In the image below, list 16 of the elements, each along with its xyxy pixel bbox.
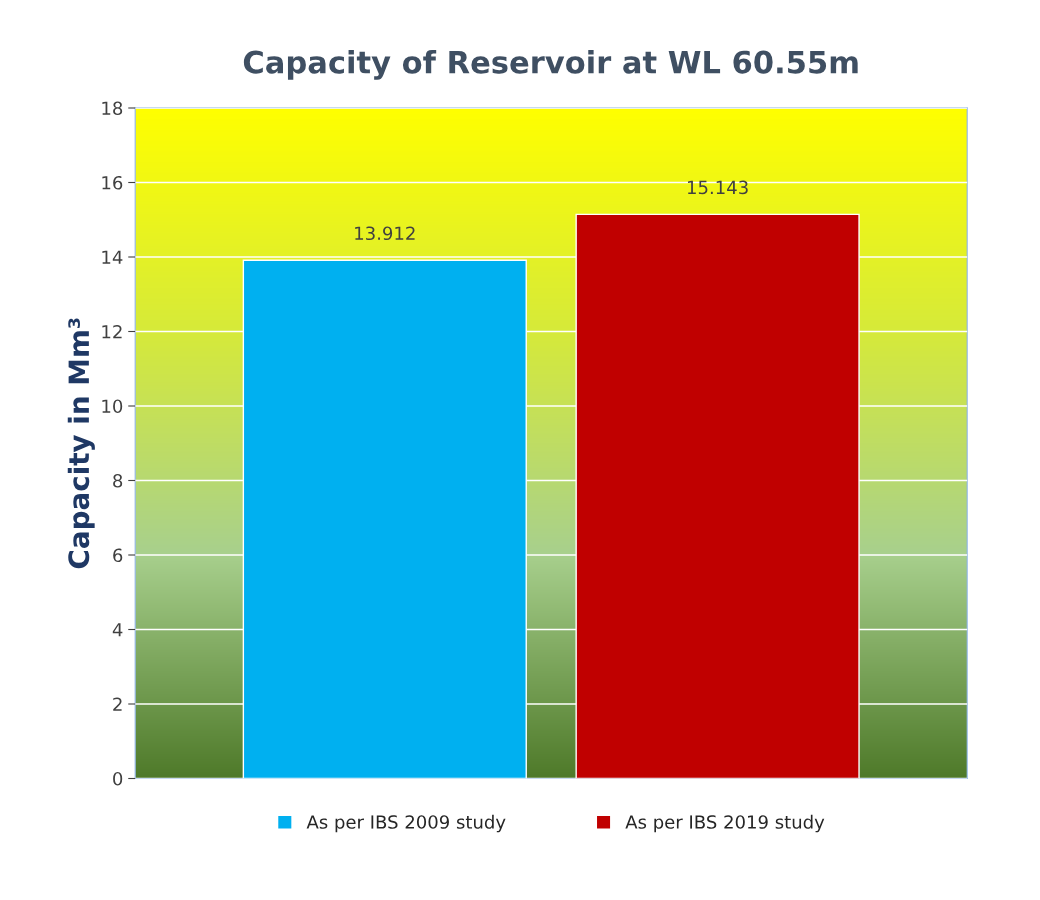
y-axis-title: Capacity in Mm³: [67, 318, 95, 569]
legend-label: As per IBS 2019 study: [625, 814, 825, 833]
chart-title: Capacity of Reservoir at WL 60.55m: [243, 50, 858, 80]
data-label: 15.143: [687, 180, 748, 195]
y-tick-label: 14: [102, 250, 123, 264]
y-tick-label: 8: [113, 473, 123, 488]
y-tick-label: 12: [102, 324, 122, 339]
y-tick-label: 0: [113, 771, 123, 786]
y-tick-label: 4: [112, 623, 123, 637]
y-tick-label: 10: [102, 399, 123, 414]
y-tick-label: 2: [113, 697, 122, 711]
data-label: 13.912: [355, 226, 415, 241]
y-tick-label: 6: [113, 548, 123, 563]
y-tick-label: 16: [102, 175, 123, 190]
y-tick-label: 18: [102, 101, 123, 116]
legend-label: As per IBS 2009 study: [306, 814, 506, 833]
